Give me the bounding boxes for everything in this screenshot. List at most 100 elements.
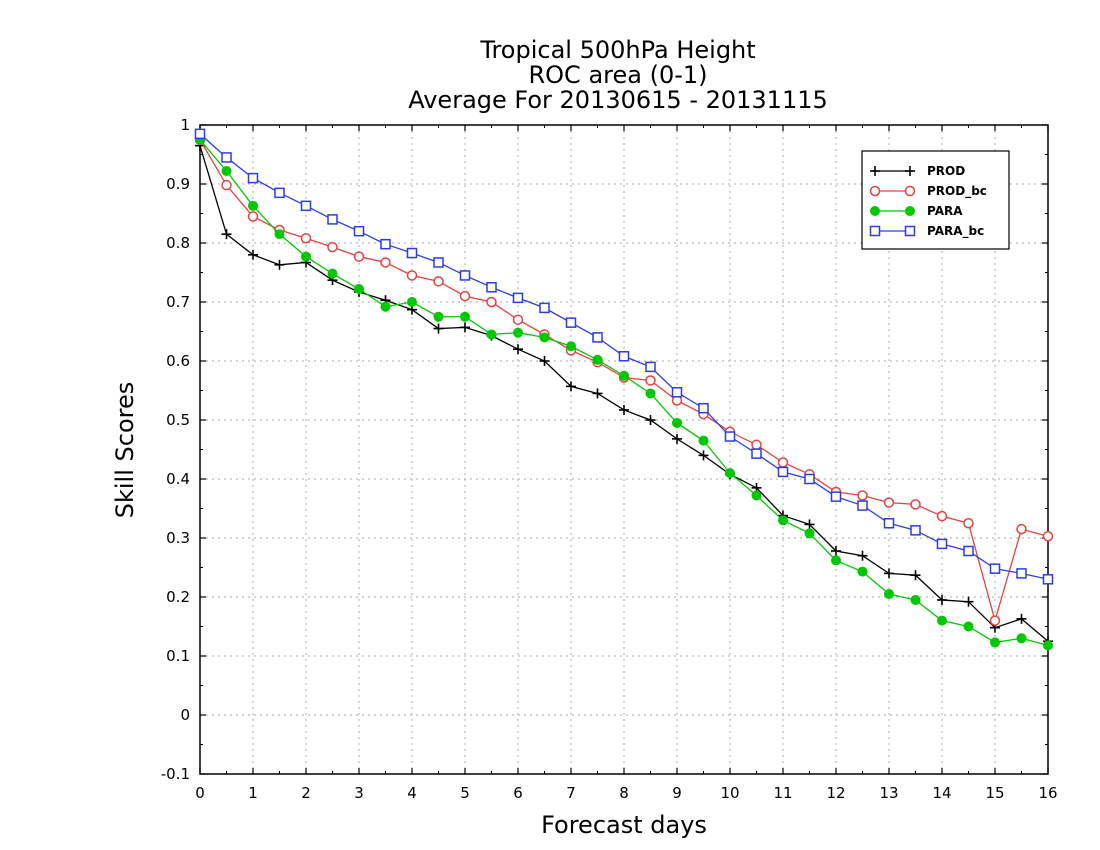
x-tick-label: 8 — [619, 784, 629, 802]
data-point-para-bc — [963, 545, 974, 557]
legend-label-para-bc: PARA_bc — [927, 224, 984, 239]
data-point-para-bc — [592, 332, 603, 343]
data-point-para — [566, 341, 576, 352]
data-point-prod-bc — [645, 375, 656, 386]
data-point-para-bc — [539, 302, 550, 314]
data-point-prod-bc — [1042, 530, 1054, 542]
data-point-para-bc — [618, 351, 630, 362]
legend-item-para-bc: PARA_bc — [869, 224, 984, 239]
data-point-prod — [857, 550, 868, 561]
x-tick-label: 5 — [460, 784, 470, 802]
series-para-bc — [194, 128, 1054, 585]
data-point-prod — [831, 545, 841, 556]
data-point-para-bc — [698, 402, 709, 414]
y-tick-label: 0 — [180, 706, 190, 724]
data-point-prod — [1016, 613, 1027, 624]
series-layer — [194, 128, 1054, 651]
data-point-prod-bc — [353, 251, 365, 262]
data-point-prod — [804, 519, 815, 530]
data-point-para — [910, 594, 921, 605]
data-point-para-bc — [1016, 568, 1027, 579]
data-point-prod-bc — [486, 296, 497, 308]
data-point-prod-bc — [1016, 523, 1027, 535]
data-point-para-bc — [910, 525, 921, 536]
data-point-para — [354, 284, 364, 295]
data-point-para — [380, 301, 391, 312]
data-point-para-bc — [724, 431, 736, 442]
data-point-para — [831, 555, 841, 566]
x-tick-label: 6 — [513, 784, 523, 802]
x-tick-label: 11 — [773, 784, 792, 802]
data-point-prod-bc — [221, 179, 232, 191]
x-tick-label: 16 — [1038, 784, 1057, 802]
data-point-prod — [937, 594, 947, 605]
chart-title: Tropical 500hPa Height ROC area (0-1) Av… — [408, 36, 828, 114]
data-point-prod — [433, 323, 444, 334]
title-line-3: Average For 20130615 - 20131115 — [408, 86, 828, 114]
legend-item-prod-bc: PROD_bc — [869, 184, 987, 199]
data-point-prod-bc — [380, 257, 391, 268]
data-point-prod-bc — [247, 211, 259, 222]
data-point-para — [539, 332, 550, 343]
data-point-para — [248, 200, 258, 211]
y-tick-label: 0.7 — [166, 293, 190, 311]
data-point-prod — [539, 356, 550, 366]
data-point-prod — [592, 388, 603, 399]
data-point-para-bc — [380, 238, 391, 250]
data-point-para — [804, 528, 815, 539]
data-point-prod — [566, 381, 576, 392]
data-point-prod — [513, 344, 523, 355]
x-tick-label: 7 — [566, 784, 576, 802]
data-point-para-bc — [671, 387, 683, 398]
data-point-prod-bc — [433, 276, 444, 287]
x-tick-label: 2 — [301, 784, 311, 802]
series-para — [195, 134, 1053, 651]
data-point-para — [619, 370, 629, 381]
data-point-para-bc — [327, 214, 338, 225]
data-point-prod-bc — [989, 615, 1001, 626]
legend-marker-prod-bc — [869, 185, 881, 197]
y-tick-label: 1 — [180, 116, 190, 134]
data-point-para — [592, 354, 603, 365]
data-point-para — [645, 388, 656, 399]
x-tick-label: 13 — [879, 784, 898, 802]
data-point-prod-bc — [777, 457, 789, 468]
data-point-prod — [698, 450, 709, 461]
data-point-prod — [248, 249, 258, 260]
data-point-para-bc — [300, 200, 312, 212]
data-point-para-bc — [433, 257, 444, 268]
legend-marker-para — [870, 206, 880, 216]
data-point-para-bc — [777, 466, 789, 478]
x-tick-label: 15 — [985, 784, 1004, 802]
data-point-para-bc — [512, 292, 524, 304]
y-tick-label: 0.1 — [166, 647, 190, 665]
legend-marker-prod-bc — [904, 185, 916, 197]
data-point-para — [301, 251, 311, 262]
data-point-para-bc — [989, 563, 1001, 574]
data-point-prod-bc — [459, 290, 471, 302]
data-point-prod — [460, 322, 470, 333]
data-point-para — [460, 311, 470, 322]
y-tick-label: 0.4 — [166, 470, 190, 488]
data-point-para — [963, 621, 974, 632]
data-point-prod-bc — [751, 439, 762, 451]
data-point-para — [698, 435, 709, 446]
y-tick-label: 0.2 — [166, 588, 190, 606]
title-line-2: ROC area (0-1) — [528, 61, 707, 89]
legend-label-para: PARA — [927, 204, 963, 218]
y-tick-label: 0.6 — [166, 352, 190, 370]
data-point-para-bc — [830, 491, 842, 502]
data-point-prod — [963, 596, 974, 607]
legend-marker-para-bc — [869, 225, 881, 237]
legend-marker-prod — [870, 166, 880, 176]
x-axis-label: Forecast days — [541, 811, 707, 839]
data-point-prod — [910, 570, 921, 581]
data-point-para — [1043, 640, 1053, 651]
data-point-para — [1016, 633, 1027, 644]
data-point-para — [884, 589, 894, 600]
legend-marker-para-bc — [904, 225, 916, 237]
legend-label-prod: PROD — [927, 164, 965, 178]
y-axis-label: Skill Scores — [111, 382, 139, 519]
data-point-para-bc — [936, 538, 948, 550]
data-point-para-bc — [857, 500, 868, 511]
